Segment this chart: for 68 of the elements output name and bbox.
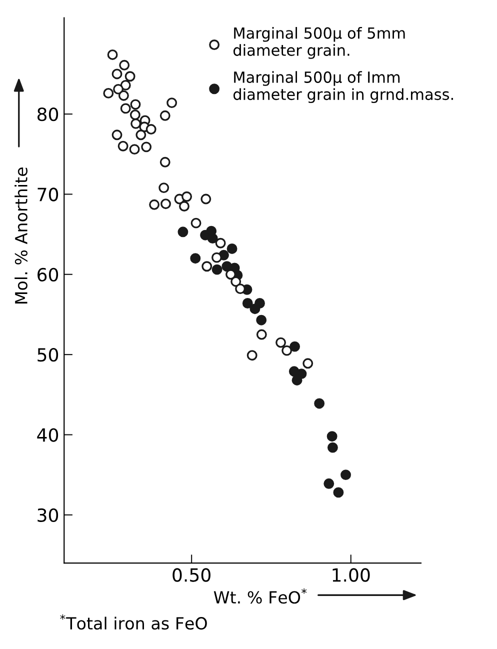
point — [215, 238, 226, 248]
point — [160, 156, 170, 168]
point — [129, 144, 140, 155]
point — [202, 261, 212, 272]
point — [212, 264, 222, 275]
point — [276, 337, 286, 348]
point — [190, 218, 202, 228]
point — [178, 226, 188, 238]
point — [242, 298, 253, 308]
y-axis-title: Mol. % Anorthite — [14, 168, 28, 304]
y-tick-label: 80 — [38, 108, 58, 122]
point — [226, 244, 238, 254]
point — [302, 358, 314, 369]
point — [130, 99, 141, 110]
point — [113, 84, 124, 94]
point — [212, 252, 222, 263]
legend-label: Marginal 500μ of Imm diameter grain in grnd.mass. — [233, 71, 453, 104]
point — [160, 198, 171, 210]
point — [256, 314, 267, 326]
point — [326, 431, 338, 442]
point — [120, 103, 131, 114]
x-tick-label: 1.00 — [332, 568, 370, 582]
point — [118, 90, 129, 101]
point — [166, 98, 178, 108]
point — [207, 233, 218, 244]
point — [200, 194, 212, 204]
point — [246, 350, 258, 361]
point — [226, 269, 236, 280]
point — [290, 341, 300, 352]
point — [119, 60, 130, 70]
point — [314, 398, 325, 409]
point — [179, 201, 190, 212]
point — [158, 182, 170, 194]
point — [146, 124, 156, 135]
point — [124, 71, 136, 82]
point — [141, 142, 152, 152]
y-tick-label: 60 — [38, 268, 58, 282]
y-tick-label: 50 — [38, 348, 58, 362]
point — [282, 345, 292, 356]
point — [103, 88, 114, 98]
point — [120, 80, 131, 90]
point — [230, 276, 242, 287]
point — [136, 130, 146, 140]
y-tick-label: 40 — [37, 428, 58, 442]
point — [190, 253, 201, 264]
y-tick-label: 30 — [38, 508, 58, 522]
point — [340, 470, 351, 480]
point — [112, 130, 122, 140]
point — [130, 118, 142, 129]
point — [327, 442, 338, 453]
x-tick-label: 0.50 — [172, 568, 210, 582]
point — [292, 374, 302, 386]
point — [107, 50, 118, 60]
point — [182, 191, 192, 202]
point — [324, 478, 334, 489]
point — [112, 68, 122, 80]
point — [256, 329, 267, 340]
point — [118, 140, 128, 152]
point — [333, 487, 344, 498]
x-axis-title: Wt. % FeO$^{*}$ — [214, 588, 307, 604]
point — [149, 199, 160, 210]
y-tick-label: 70 — [38, 188, 58, 202]
point — [160, 110, 170, 121]
point — [250, 304, 260, 314]
point — [130, 110, 140, 120]
text: $^{*}$Total iron as FeO — [60, 614, 207, 630]
point — [235, 284, 246, 294]
legend-label: Marginal 500μ of 5mm diameter grain. — [233, 27, 405, 59]
